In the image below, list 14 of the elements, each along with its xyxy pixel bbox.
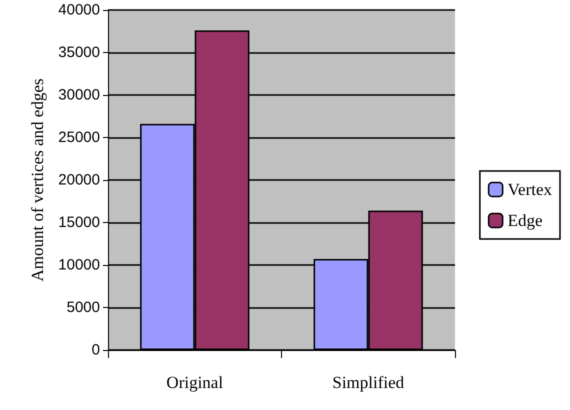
- legend-label: Vertex: [508, 180, 552, 199]
- y-tick-label: 15000: [58, 214, 100, 231]
- y-tick-label: 35000: [58, 44, 100, 61]
- y-tick-label: 25000: [58, 129, 100, 146]
- x-tick-label: Simplified: [332, 373, 405, 392]
- y-tick-label: 10000: [58, 256, 100, 274]
- y-tick-label: 0: [92, 342, 100, 358]
- y-tick-label: 30000: [58, 86, 100, 104]
- y-tick-label: 5000: [66, 299, 100, 316]
- y-tick-label: 40000: [58, 2, 100, 18]
- y-tick-label: 20000: [58, 172, 100, 188]
- y-axis-title: Amount of vertices and edges: [28, 78, 47, 282]
- legend-label: Edge: [508, 211, 543, 230]
- x-tick-label: Original: [166, 373, 224, 392]
